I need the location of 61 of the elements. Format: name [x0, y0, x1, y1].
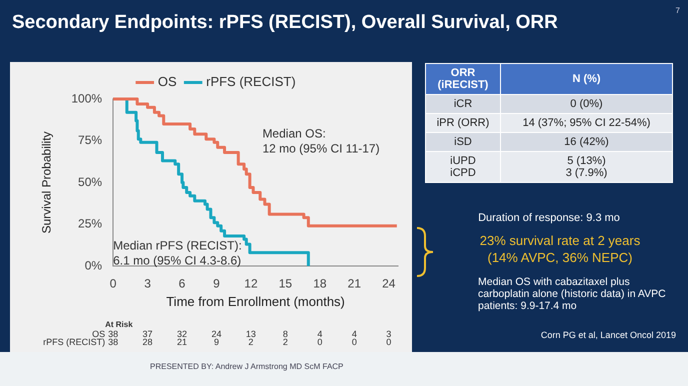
text: At Risk [105, 320, 133, 329]
text: 23% survival rate at 2 years [478, 233, 642, 248]
x-tick-label: 21 [348, 276, 362, 291]
text: 0 (0%) [500, 94, 672, 114]
text: 24 [210, 329, 222, 339]
y-tick-label: 25% [78, 216, 102, 231]
annotation: Median OS: [262, 126, 326, 140]
text: iCR [426, 94, 500, 114]
text: 37 [142, 329, 154, 339]
text: Corn PG et al, Lancet Oncol 2019 [540, 330, 676, 340]
text: 4 [350, 329, 358, 339]
text: Duration of response: 9.3 mo [477, 212, 621, 224]
y-tick-label: 50% [78, 174, 102, 189]
text: 0 [350, 337, 358, 347]
text: 16 (42%) [500, 132, 672, 152]
text: 7 [676, 6, 680, 15]
text: 38 [108, 329, 118, 339]
text: 13 [244, 329, 257, 339]
text: 3 [385, 329, 392, 339]
text: 2 [248, 337, 254, 347]
annotation: Median rPFS (RECIST): [113, 238, 242, 252]
legend-label: rPFS (RECIST) [206, 74, 296, 90]
y-axis-title: Survival Probability [40, 131, 54, 234]
text: iSD [426, 132, 500, 152]
legend-label: OS [158, 74, 177, 90]
text: Median OS with cabazitaxel plus carboplatin alone (historic data) in AVPC patients: 9.9-17.4 mo [478, 276, 667, 312]
text: 2 [282, 337, 289, 347]
text: PRESENTED BY: Andrew J Armstrong MD ScM FACP [150, 362, 344, 371]
y-tick-label: 75% [78, 133, 102, 148]
y-tick-label: 0% [84, 258, 102, 272]
chart-title: Secondary Endpoints: rPFS (RECIST), Overall Survival, ORR [12, 12, 558, 34]
text: 0 [316, 337, 324, 347]
text: 4 [316, 329, 324, 339]
x-tick-label: 18 [313, 276, 327, 291]
text: 5 (13%) 3 (7.9%) [500, 152, 672, 182]
x-tick-label: 6 [178, 276, 186, 291]
text: OS [92, 329, 106, 339]
text: 8 [282, 329, 289, 339]
text: iUPD iCPD [426, 152, 500, 182]
y-tick-label: 100% [71, 91, 102, 106]
x-axis-title: Time from Enrollment (months) [166, 294, 345, 309]
text: 38 [108, 337, 118, 347]
text: 28 [142, 337, 154, 347]
x-tick-label: 9 [213, 276, 220, 291]
text: (14% AVPC, 36% NEPC) [486, 250, 634, 265]
text: 21 [176, 337, 188, 347]
annotation: 6.1 mo (95% CI 4.3-8.6) [113, 253, 242, 268]
x-tick-label: 24 [382, 276, 396, 291]
x-tick-label: 15 [278, 276, 292, 291]
x-tick-label: 3 [144, 276, 152, 291]
x-tick-label: 12 [244, 276, 258, 291]
text: ORR (iRECIST) [426, 64, 500, 94]
text: iPR (ORR) [426, 114, 500, 132]
text: 32 [176, 329, 188, 339]
text: 14 (37%; 95% CI 22-54%) [500, 114, 672, 132]
text: 9 [212, 337, 220, 347]
text: 0 [385, 337, 392, 347]
text: N (%) [500, 64, 672, 94]
text: rPFS (RECIST) [43, 337, 106, 347]
annotation: 12 mo (95% CI 11-17) [262, 141, 380, 156]
x-tick-label: 0 [110, 276, 117, 291]
